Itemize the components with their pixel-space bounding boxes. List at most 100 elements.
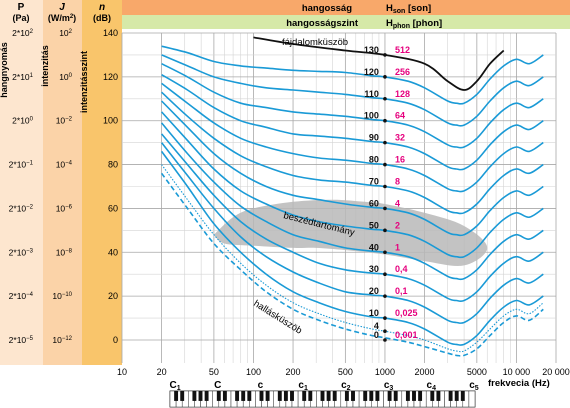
left-scales: 2*102 2*101 2*100 2*10−1 2*10−2 2*10−3 2*10−4 2… (9, 28, 73, 345)
piano-note-label: c1 (298, 380, 308, 392)
son-label: 0,1 (395, 286, 408, 296)
curve-dot-1khz (383, 162, 387, 167)
x-tick-label: 100 (246, 367, 261, 377)
phon-label: 20 (369, 286, 379, 296)
piano-black-key (436, 391, 441, 401)
y-tick-label: 40 (108, 247, 118, 257)
piano-black-key (265, 391, 270, 401)
y-tick-label: 100 (103, 116, 118, 126)
level-header-title: n (99, 2, 105, 13)
pressure-header-title: P (18, 2, 25, 13)
loudness-curve-70-phon (161, 91, 544, 215)
intensity-header-unit: (W/m2) (48, 13, 76, 23)
piano-black-key (216, 391, 221, 401)
piano-black-key (332, 391, 337, 401)
intensity-column (43, 0, 82, 365)
son-label: 32 (395, 133, 405, 143)
intensity-tick-label: 102 (59, 28, 72, 38)
pressure-axis-title: hangnyomás (0, 42, 9, 98)
piano-black-key (454, 391, 459, 401)
piano-black-key (369, 391, 374, 401)
curve-dot-1khz (383, 329, 387, 334)
piano-black-key (192, 391, 197, 401)
intensity-axis-title: intenzitás (40, 45, 50, 87)
y-tick-label: 140 (103, 28, 118, 38)
x-tick-label: 10 000 (503, 367, 531, 377)
phon-label: 130 (364, 45, 379, 55)
x-tick-label: 200 (286, 367, 301, 377)
piano-black-key (430, 391, 435, 401)
loudness-level-header-band (122, 15, 570, 29)
phon-label: 50 (369, 220, 379, 230)
curve-dot-1khz (383, 118, 387, 123)
piano-keyboard (169, 390, 476, 408)
piano-black-key (302, 391, 307, 401)
loudness-curve-90-phon (161, 74, 544, 171)
loudness-curve-10-phon (160, 150, 544, 346)
loudness-curve-40-phon (160, 122, 544, 281)
pressure-tick-label: 2*10−2 (9, 203, 34, 213)
curve-dot-1khz (383, 184, 387, 189)
pressure-tick-label: 2*10−5 (9, 335, 34, 345)
piano-black-key (418, 391, 423, 401)
curve-dot-1khz (383, 250, 387, 255)
phon-label: 10 (369, 308, 379, 318)
piano-note-label: c5 (469, 380, 479, 392)
piano-black-key (247, 391, 252, 401)
x-tick-label: 1000 (375, 367, 395, 377)
intensity-tick-label: 10−2 (56, 116, 73, 126)
loudness-curve-100-phon (161, 62, 544, 149)
curve-dot-1khz (383, 140, 387, 145)
intensity-header-title: J (59, 2, 65, 13)
piano-black-key (277, 391, 282, 401)
piano-black-key (412, 391, 416, 401)
piano-black-key (460, 391, 465, 401)
loudness-level-header-label: hangosságszint (286, 18, 359, 29)
loudness-curve-60-phon (161, 100, 544, 237)
phon-label: 110 (364, 89, 379, 99)
loudness-curve-50-phon (161, 111, 544, 259)
x-axis-label: frekvecia (Hz) (488, 378, 550, 389)
piano-black-key (393, 391, 398, 401)
phon-label: 40 (369, 242, 379, 252)
piano-black-key (363, 391, 368, 401)
piano-black-key (174, 391, 179, 401)
piano-black-key (222, 391, 227, 401)
loudness-curves (160, 36, 544, 357)
x-tick-label: 10 (117, 367, 127, 377)
piano-black-key (180, 391, 185, 401)
piano-black-key (259, 391, 264, 401)
intensity-tick-label: 10−12 (52, 335, 72, 345)
son-label: 16 (395, 155, 405, 165)
phon-label: 0 (374, 330, 379, 340)
y-tick-label: 120 (103, 72, 118, 82)
pressure-tick-label: 2*10−3 (9, 247, 34, 257)
phon-label: 30 (369, 264, 379, 274)
son-label: 0,001 (395, 330, 418, 340)
curve-dot-1khz (383, 53, 387, 57)
curve-dot-1khz (383, 75, 387, 79)
pain-threshold-label: fájdalomküszöb (282, 37, 348, 48)
y-tick-label: 80 (108, 160, 118, 170)
piano-black-key (351, 391, 355, 401)
curve-dot-1khz (383, 206, 387, 211)
pressure-tick-label: 2*101 (12, 72, 34, 82)
x-tick-label: 500 (338, 367, 353, 377)
loudness-curve-110-phon (161, 54, 544, 127)
curve-dot-1khz (383, 338, 387, 342)
son-label: 8 (395, 177, 400, 187)
son-label: 64 (395, 111, 405, 121)
phon-label: 120 (364, 67, 379, 77)
pain-threshold-curve (253, 36, 505, 91)
son-label: 128 (395, 89, 410, 99)
piano-black-key (387, 391, 392, 401)
pressure-tick-label: 2*100 (12, 116, 34, 126)
intensity-tick-label: 10−6 (56, 203, 73, 213)
loudness-header-label: hangosság (302, 3, 352, 14)
piano-white-key (468, 390, 476, 408)
son-label: 0,4 (395, 264, 408, 274)
piano-black-key (448, 391, 453, 401)
phon-label: 60 (369, 198, 379, 208)
